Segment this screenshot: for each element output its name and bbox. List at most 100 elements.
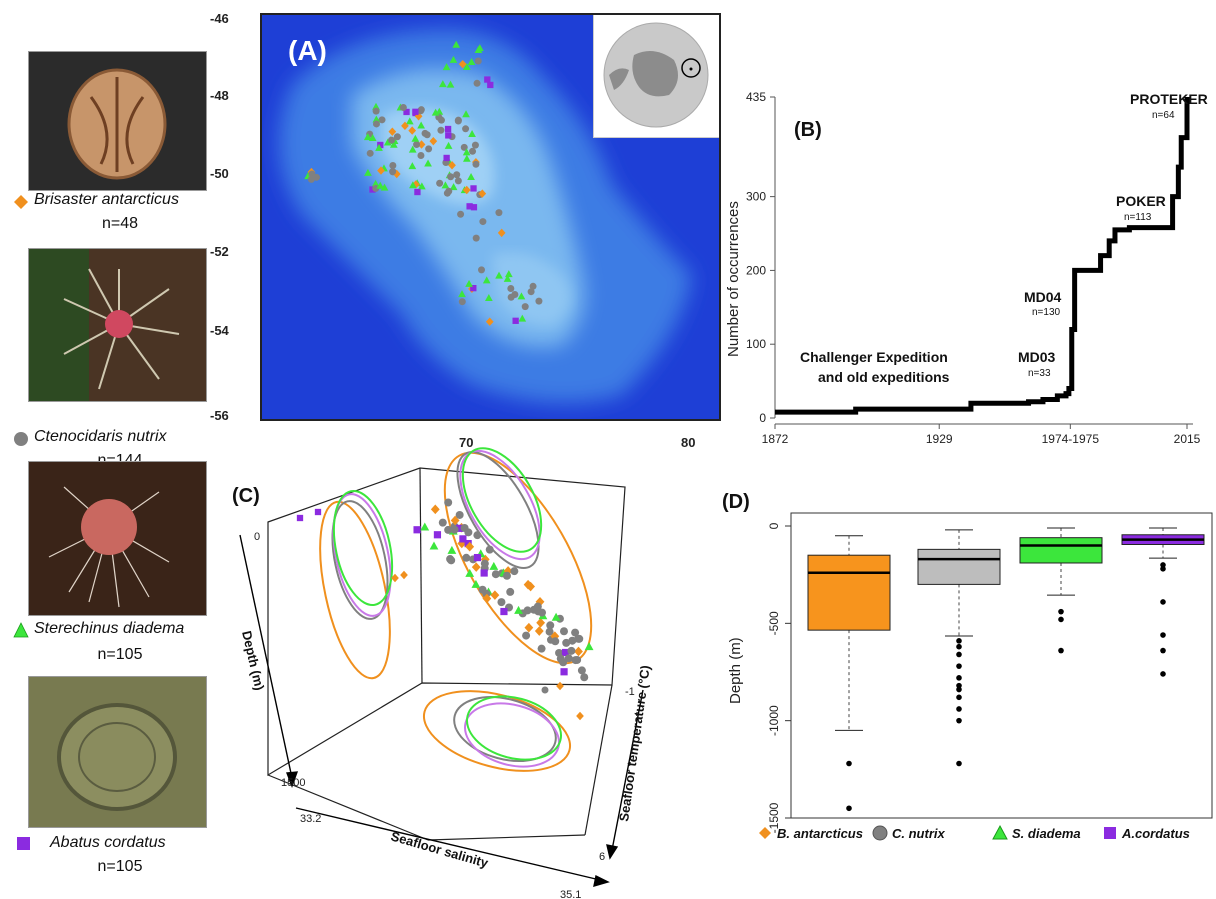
outlier-point [1160,632,1166,638]
occurrence-point [462,154,471,162]
map-y-tick: -48 [210,88,229,103]
occurrences-step-line [775,97,1190,415]
scatter-point [480,569,488,577]
outlier-point [956,717,962,724]
y-tick-label: -500 [767,611,781,635]
scatter-point [462,553,471,562]
box-iqr [807,554,891,631]
occurrence-point [529,282,537,290]
occurrence-point [462,110,470,118]
scatter-point [478,585,487,594]
occurrence-point [454,177,462,185]
diamond-icon [14,195,28,209]
axis-arrows [239,534,644,887]
box-iqr [1019,537,1103,564]
occurrence-point [476,44,484,52]
occurrence-point [408,162,417,170]
occurrence-point [474,57,482,65]
occurrence-point [436,179,444,187]
occurrence-point [441,181,450,189]
scatter-point [471,562,481,572]
occurrence-point [403,108,410,116]
annotation-proteker-n: n=64 [1152,110,1175,121]
scatter-point [464,539,472,548]
scatter-point [471,579,481,588]
occurrence-point [372,184,380,192]
occurrence-point [443,154,450,162]
occurrence-point [438,80,447,88]
scatter-point [584,642,594,651]
scatter-point [457,538,467,549]
occurrence-point [482,276,491,284]
occurrence-point [445,187,453,195]
scatter-point [444,525,453,534]
outlier-point [1160,599,1166,605]
occurrence-point [412,108,419,115]
occurrence-point [408,126,417,135]
occurrence-point [392,169,401,179]
species-photo-ctenocidaris [28,248,207,402]
occurrence-point [495,209,503,217]
scatter-point [459,535,467,543]
scatter-point [314,508,322,516]
map-y-tick: -50 [210,166,229,181]
occurrence-point [511,291,519,299]
outlier-point [956,682,962,689]
legend-label: A.cordatus [1121,826,1190,841]
scatter-point [491,570,500,579]
occurrence-point [371,179,380,187]
occurrence-point [470,185,477,192]
map-y-tick: -56 [210,408,229,423]
occurrence-point [472,160,480,168]
occurrence-point [380,183,389,191]
triangle-icon [992,824,1008,840]
occurrence-point [458,298,466,306]
occurrence-point [517,292,526,300]
species-name-2: Sterechinus diadema [34,620,185,637]
occurrence-point [448,161,456,170]
occurrence-point [497,228,506,238]
scatter-point [490,590,500,600]
scatter-point [433,531,442,539]
scatter-point [489,561,499,570]
scatter-point [576,711,584,721]
occurrence-point [449,55,458,63]
occurrence-point [368,134,377,142]
outlier-point [1058,608,1064,615]
occurrence-point [417,151,425,159]
y-tick-label: 0 [759,411,766,425]
occurrence-point [312,173,320,181]
outlier-point [956,694,962,701]
occurrence-point [535,297,543,305]
occurrence-point [417,107,425,115]
occurrence-point [449,183,458,191]
scatter-point [546,621,555,630]
occurrence-point [437,116,445,124]
occurrence-point [372,115,381,123]
occurrence-point [399,103,407,111]
species-photo-brisaster [28,51,207,191]
box-iqr [917,548,1001,585]
occurrence-point [484,76,491,83]
occurrence-point [512,317,519,324]
outlier-point [956,638,962,644]
scatter-point [482,593,492,604]
scatter-point [574,646,583,657]
occurrence-point [364,168,372,176]
map-panel: (A) [260,13,721,421]
circle-icon [14,432,28,446]
outlier-point [956,663,962,669]
circle-icon [872,825,888,841]
scatter-point [447,545,457,554]
occurrence-point [477,266,485,274]
legend-label: S. diadema [1012,826,1081,841]
occurrence-point [485,317,494,326]
scatter-point [573,655,582,664]
occurrence-point [470,204,478,211]
x-tick-label: 2015 [1174,432,1201,446]
depth-bottom-tick: 1500 [281,777,305,789]
occurrences-chart: (B) Number of occurrences 0 100 200 300 435 1… [725,90,1208,446]
y-tick-label: 435 [746,90,766,104]
scatter-point [473,553,482,562]
scatter-point [541,686,549,694]
